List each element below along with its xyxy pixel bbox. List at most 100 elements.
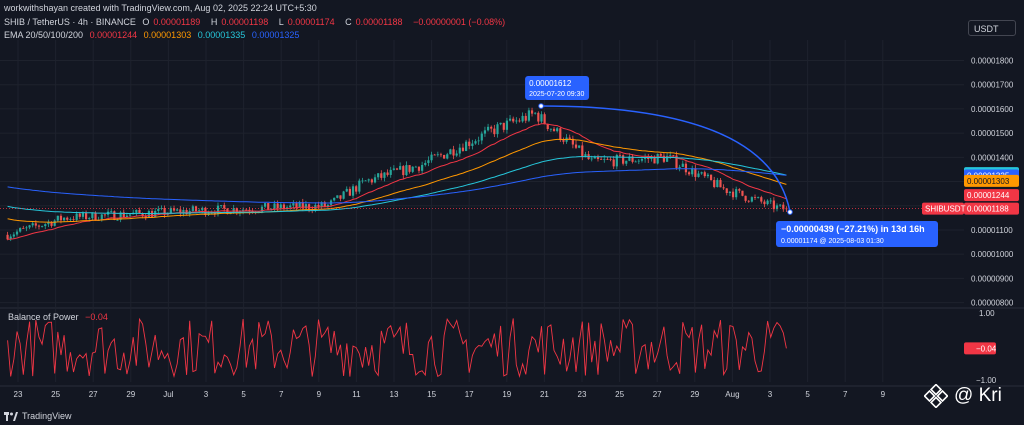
measure-start-value: 0.00001612 xyxy=(529,79,572,88)
x-tick-label: 3 xyxy=(204,390,209,399)
measure-start-date: 2025-07-20 09:30 xyxy=(529,91,584,98)
candle-body xyxy=(574,144,578,148)
candle-body xyxy=(527,110,531,121)
candle-body xyxy=(618,154,622,156)
candle-body xyxy=(775,205,779,210)
ohlc-close-label: C xyxy=(345,17,352,27)
footer-brand[interactable]: TradingView xyxy=(22,411,72,421)
candle-body xyxy=(656,153,659,164)
candle-body xyxy=(194,206,198,212)
candle-body xyxy=(31,223,34,226)
candle-body xyxy=(399,166,402,170)
ema100-line xyxy=(7,156,787,215)
price-label-box xyxy=(964,189,1019,202)
candle-body xyxy=(750,197,753,202)
candle-body xyxy=(56,215,59,221)
candle-body xyxy=(684,163,688,173)
candle-body xyxy=(157,208,160,211)
x-tick-label: Jul xyxy=(163,390,173,399)
candle-body xyxy=(480,133,483,141)
candle-body xyxy=(430,154,433,161)
candle-body xyxy=(521,115,524,122)
candle-body xyxy=(609,159,612,160)
watermark: @ Kri xyxy=(924,384,1002,408)
candle-body xyxy=(719,179,722,188)
candle-body xyxy=(377,173,380,178)
candle-body xyxy=(84,212,88,220)
candle-body xyxy=(116,219,119,221)
measure-start-box xyxy=(525,76,590,101)
y-tick-label: 0.00000800 xyxy=(971,299,1014,308)
candle-body xyxy=(22,228,25,229)
candle-body xyxy=(59,215,63,221)
candle-body xyxy=(213,212,216,215)
candle-body xyxy=(713,180,716,188)
candle-body xyxy=(380,173,383,178)
candle-body xyxy=(411,166,414,172)
candle-body xyxy=(496,124,499,135)
candle-body xyxy=(179,209,182,214)
candle-body xyxy=(260,206,264,212)
ema20-value: 0.00001244 xyxy=(89,30,138,40)
candle-body xyxy=(41,226,44,227)
candle-body xyxy=(738,189,741,191)
bop-line xyxy=(7,317,787,379)
symbol-name[interactable]: SHIB / TetherUS · 4h · BINANCE xyxy=(4,17,136,27)
candle-body xyxy=(414,166,417,168)
candle-body xyxy=(19,228,22,232)
candle-body xyxy=(634,161,637,163)
candle-body xyxy=(72,219,75,220)
candle-body xyxy=(640,158,644,161)
candle-body xyxy=(697,173,700,177)
candle-body xyxy=(439,154,443,156)
candle-body xyxy=(518,120,521,122)
candle-body xyxy=(69,219,72,220)
x-tick-label: 5 xyxy=(805,390,810,399)
x-tick-label: 29 xyxy=(690,390,699,399)
y-tick-label: 0.00000900 xyxy=(971,274,1014,283)
candle-body xyxy=(402,166,405,176)
candle-body xyxy=(700,172,703,174)
candle-body xyxy=(590,158,593,160)
candle-body xyxy=(81,212,85,217)
bop-legend: Balance of Power −0.04 xyxy=(8,312,108,322)
candle-body xyxy=(370,179,373,183)
ema-label[interactable]: EMA 20/50/100/200 xyxy=(4,30,84,40)
y-tick-label: 0.00001800 xyxy=(971,57,1014,66)
x-tick-label: 13 xyxy=(390,390,399,399)
candle-body xyxy=(530,110,534,114)
price-label-text: 0.00001188 xyxy=(967,205,1009,214)
candle-body xyxy=(562,140,565,142)
ohlc-close: C 0.00001188 xyxy=(345,17,406,27)
candle-body xyxy=(486,126,490,131)
candle-body xyxy=(744,195,747,201)
y-tick-label: 0.00001500 xyxy=(971,129,1014,138)
candle-body xyxy=(716,179,719,188)
candle-body xyxy=(593,156,596,159)
x-tick-label: 17 xyxy=(465,390,474,399)
x-tick-label: 15 xyxy=(427,390,436,399)
x-tick-label: 11 xyxy=(352,390,361,399)
candle-body xyxy=(147,211,150,218)
candle-body xyxy=(694,168,697,177)
ohlc-open-label: O xyxy=(142,17,150,27)
ohlc-open: O 0.00001189 xyxy=(142,17,204,27)
candle-body xyxy=(91,212,94,219)
candle-body xyxy=(6,234,9,240)
candle-body xyxy=(367,179,370,181)
ema100-value: 0.00001335 xyxy=(197,30,246,40)
candle-body xyxy=(766,200,769,205)
candle-body xyxy=(615,154,618,167)
candle-body xyxy=(537,112,540,122)
candle-body xyxy=(44,224,47,227)
currency-button[interactable]: USDT xyxy=(968,20,1016,36)
candle-body xyxy=(499,122,502,125)
symbol-legend: SHIB / TetherUS · 4h · BINANCE O 0.000011… xyxy=(4,17,509,27)
ema50-value: 0.00001303 xyxy=(143,30,192,40)
x-tick-label: 19 xyxy=(502,390,511,399)
candle-body xyxy=(28,225,31,228)
candle-body xyxy=(452,149,455,156)
candle-body xyxy=(644,157,647,159)
candle-body xyxy=(235,208,238,213)
